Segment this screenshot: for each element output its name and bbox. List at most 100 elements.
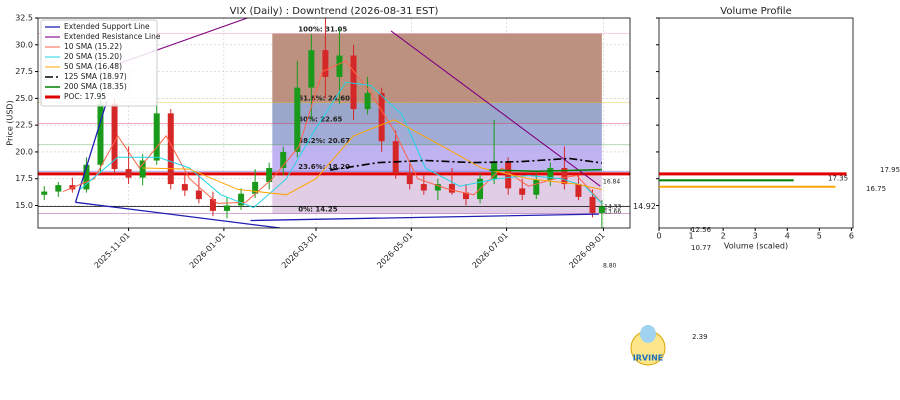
logo-text: IRVINE [633,354,663,363]
axes-frame [37,17,631,229]
legend-label: POC: 17.95 [64,92,106,101]
candle-body [83,164,90,190]
x-tick-label: 3 [753,232,758,241]
price-annotation: 16.84 [603,179,620,186]
volume-annotation: 10.77 [691,244,711,252]
candle-body [505,162,512,189]
candle-body [589,196,596,213]
candle-body [294,87,301,152]
candle-body [561,168,568,185]
candle-body [350,55,357,110]
candle-body [153,113,160,161]
fib-level-label: 100%: 31.05 [298,26,347,34]
legend-label: Extended Support Line [64,22,150,31]
candle-body [238,193,245,206]
candle-body [55,185,62,192]
candle-body [364,93,371,110]
volume-annotation: 12.56 [691,226,712,234]
line-series [74,101,599,228]
x-tick-label: 4 [785,232,790,241]
y-tick-label: 15.0 [15,201,33,210]
y-tick-label: 30.0 [15,40,33,49]
candle-body [533,179,540,195]
y-tick-label: 27.5 [15,67,33,76]
volume-bar-label: 16.75 [866,185,886,193]
candle-body [111,103,118,170]
legend-label: 200 SMA (18.35) [64,82,127,91]
candle-body [308,50,315,88]
x-tick-label: 2 [721,232,726,241]
y-tick-label: 32.5 [15,14,33,23]
line-series [489,168,602,172]
candle-body [195,190,202,200]
candle-body [266,168,273,182]
line-series [142,119,603,196]
candle-body [336,55,343,77]
last-close-label: 14.92 [633,202,656,211]
candle-body [598,206,605,213]
price-annotation: 8.80 [603,263,617,270]
legend-label: Extended Resistance Line [64,32,161,41]
volume-bar [659,172,847,176]
candle-body [139,160,146,178]
candle-body [434,184,441,191]
price-annotation: 14.33 [604,204,621,211]
volume-annotation: 2.39 [692,333,708,341]
fib-level-label: 38.2%: 20.67 [298,137,350,145]
line-series [329,157,603,171]
plot-area: 0%: 14.25 23.6%: 18.20 38.2%: 20.67 50%: 22… [38,18,630,228]
candle-body [167,113,174,185]
candle-body [209,199,216,211]
candle-body [547,168,554,180]
y-tick-label: 25.0 [15,94,33,103]
y-tick-label: 17.5 [15,174,33,183]
candle-body [181,184,188,191]
candle-body [448,184,455,193]
price-annotation: 13.66 [604,209,621,216]
candle-body [392,141,399,174]
volume-bar-label: 17.95 [880,166,900,174]
x-axis-label: Volume (scaled) [724,242,788,251]
volume-title: Volume Profile [720,6,791,17]
legend-label: 10 SMA (15.22) [64,42,122,51]
volume-axes-frame [658,17,854,229]
y-tick-label: 20.0 [15,147,33,156]
legend-label: 20 SMA (15.20) [64,52,122,61]
x-tick-label: 0 [656,232,661,241]
candle-body [519,188,526,195]
fib-band [272,33,602,103]
legend-box [40,19,158,107]
fib-level-label: 23.6%: 18.20 [298,163,350,171]
candle-body [462,192,469,200]
candle-body [97,103,104,165]
candle-body [420,184,427,191]
logo: IRVINE [630,325,666,366]
candle-body [322,50,329,77]
chart-title: VIX (Daily) : Downtrend (2026-08-31 EST) [230,6,439,17]
y-tick-label: 22.5 [15,121,33,130]
fib-level-label: 61.8%: 24.60 [298,95,350,103]
fib-band [272,123,602,145]
candle-body [252,181,259,194]
legend-label: 125 SMA (18.97) [64,72,127,81]
legend-label: 50 SMA (16.48) [64,62,122,71]
candle-body [280,151,287,168]
volume-bar-label: 17.35 [828,174,848,182]
y-axis-label: Price (USD) [6,100,15,145]
candle-body [378,93,385,142]
candle-body [224,205,231,211]
x-tick-label: 1 [689,232,694,241]
candle-body [406,173,413,185]
candle-body [41,191,48,195]
x-tick-label: 5 [817,232,822,241]
candle-body [125,169,132,178]
x-tick-label: 6 [849,232,854,241]
volume-bar [659,179,794,182]
fib-level-label: 50%: 22.65 [298,116,342,124]
fib-band [272,144,602,172]
fib-level-label: 0%: 14.25 [298,206,337,214]
volume-bar [659,185,836,188]
line-series [79,81,603,209]
